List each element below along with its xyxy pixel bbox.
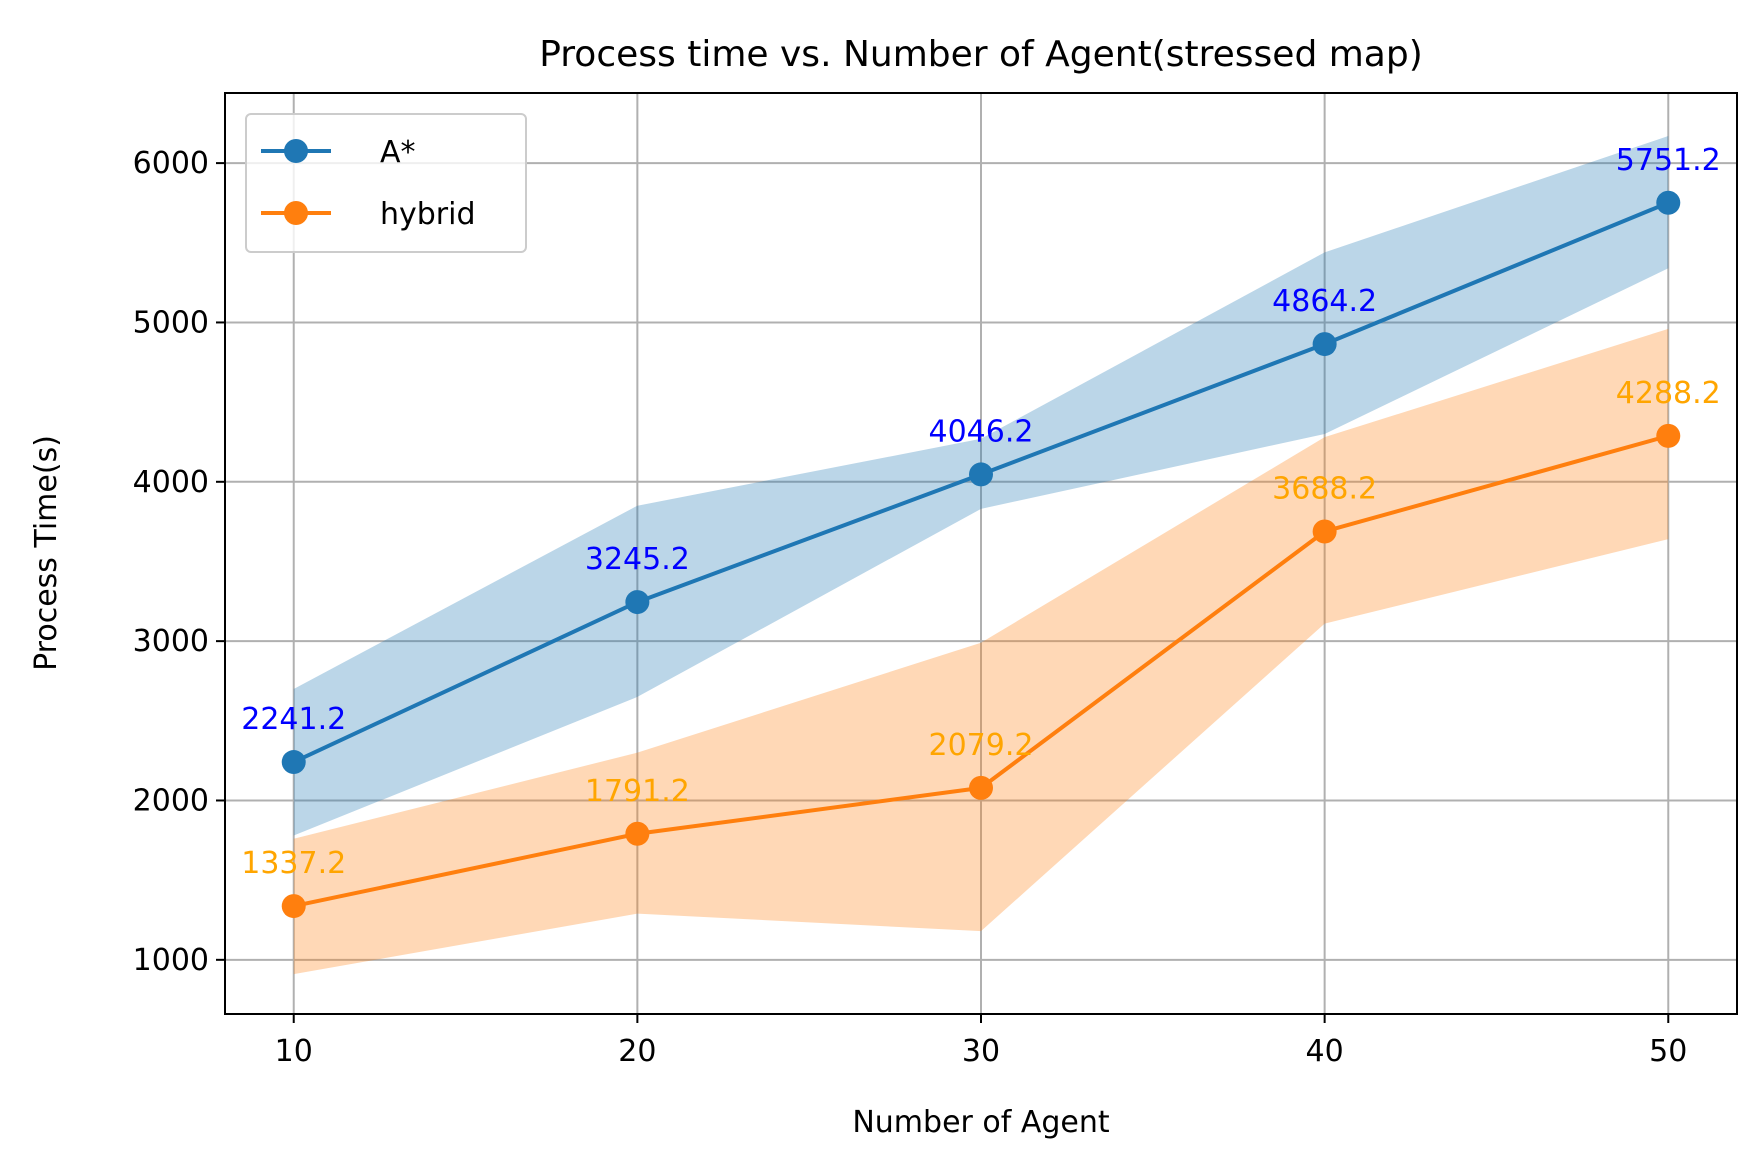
legend-box bbox=[245, 113, 527, 253]
data-label-a: 3245.2 bbox=[585, 542, 690, 577]
y-tick-label: 2000 bbox=[133, 783, 209, 818]
point-hybrid bbox=[1312, 519, 1337, 544]
legend-marker-hybrid bbox=[284, 201, 308, 225]
x-tick-label: 40 bbox=[1306, 1034, 1344, 1069]
data-label-a: 4046.2 bbox=[929, 414, 1034, 449]
x-tick-label: 50 bbox=[1649, 1034, 1687, 1069]
x-axis-label: Number of Agent bbox=[852, 1105, 1110, 1140]
point-a bbox=[281, 750, 306, 775]
y-tick-label: 4000 bbox=[133, 465, 209, 500]
point-a bbox=[625, 590, 650, 615]
band-hybrid bbox=[293, 328, 1669, 975]
y-axis-ticks: 1000 2000 3000 4000 5000 6000 bbox=[133, 146, 225, 978]
data-label-hybrid: 3688.2 bbox=[1272, 471, 1377, 506]
y-tick-label: 6000 bbox=[133, 146, 209, 181]
point-hybrid bbox=[969, 775, 993, 800]
y-tick-label: 1000 bbox=[133, 943, 209, 978]
series-points bbox=[281, 190, 1681, 919]
legend: A* hybrid bbox=[245, 113, 527, 253]
point-hybrid bbox=[281, 894, 306, 919]
data-labels: 2241.2 3245.2 4046.2 4864.2 5751.2 1337.2 1791… bbox=[241, 143, 1721, 881]
data-label-a: 2241.2 bbox=[241, 702, 346, 737]
data-label-a: 5751.2 bbox=[1616, 143, 1721, 178]
grid bbox=[225, 93, 1737, 1014]
data-label-a: 4864.2 bbox=[1272, 284, 1377, 319]
legend-marker-a bbox=[284, 139, 308, 163]
point-hybrid bbox=[1656, 423, 1681, 448]
legend-label-hybrid: hybrid bbox=[380, 197, 476, 232]
x-axis-ticks: 10 20 30 40 50 bbox=[275, 1014, 1687, 1069]
y-tick-label: 5000 bbox=[133, 305, 209, 340]
point-a bbox=[1312, 332, 1337, 357]
chart-title: Process time vs. Number of Agent(stresse… bbox=[539, 34, 1423, 75]
data-label-hybrid: 4288.2 bbox=[1616, 376, 1721, 411]
y-axis-label: Process Time(s) bbox=[29, 435, 64, 671]
point-a bbox=[1656, 190, 1681, 215]
y-tick-label: 3000 bbox=[133, 624, 209, 659]
point-a bbox=[969, 462, 993, 487]
legend-label-a: A* bbox=[380, 135, 416, 170]
point-hybrid bbox=[625, 821, 650, 846]
x-tick-label: 20 bbox=[618, 1034, 656, 1069]
data-label-hybrid: 1337.2 bbox=[241, 846, 346, 881]
data-label-hybrid: 1791.2 bbox=[585, 774, 690, 809]
x-tick-label: 10 bbox=[275, 1034, 313, 1069]
data-label-hybrid: 2079.2 bbox=[929, 728, 1034, 763]
x-tick-label: 30 bbox=[962, 1034, 1000, 1069]
